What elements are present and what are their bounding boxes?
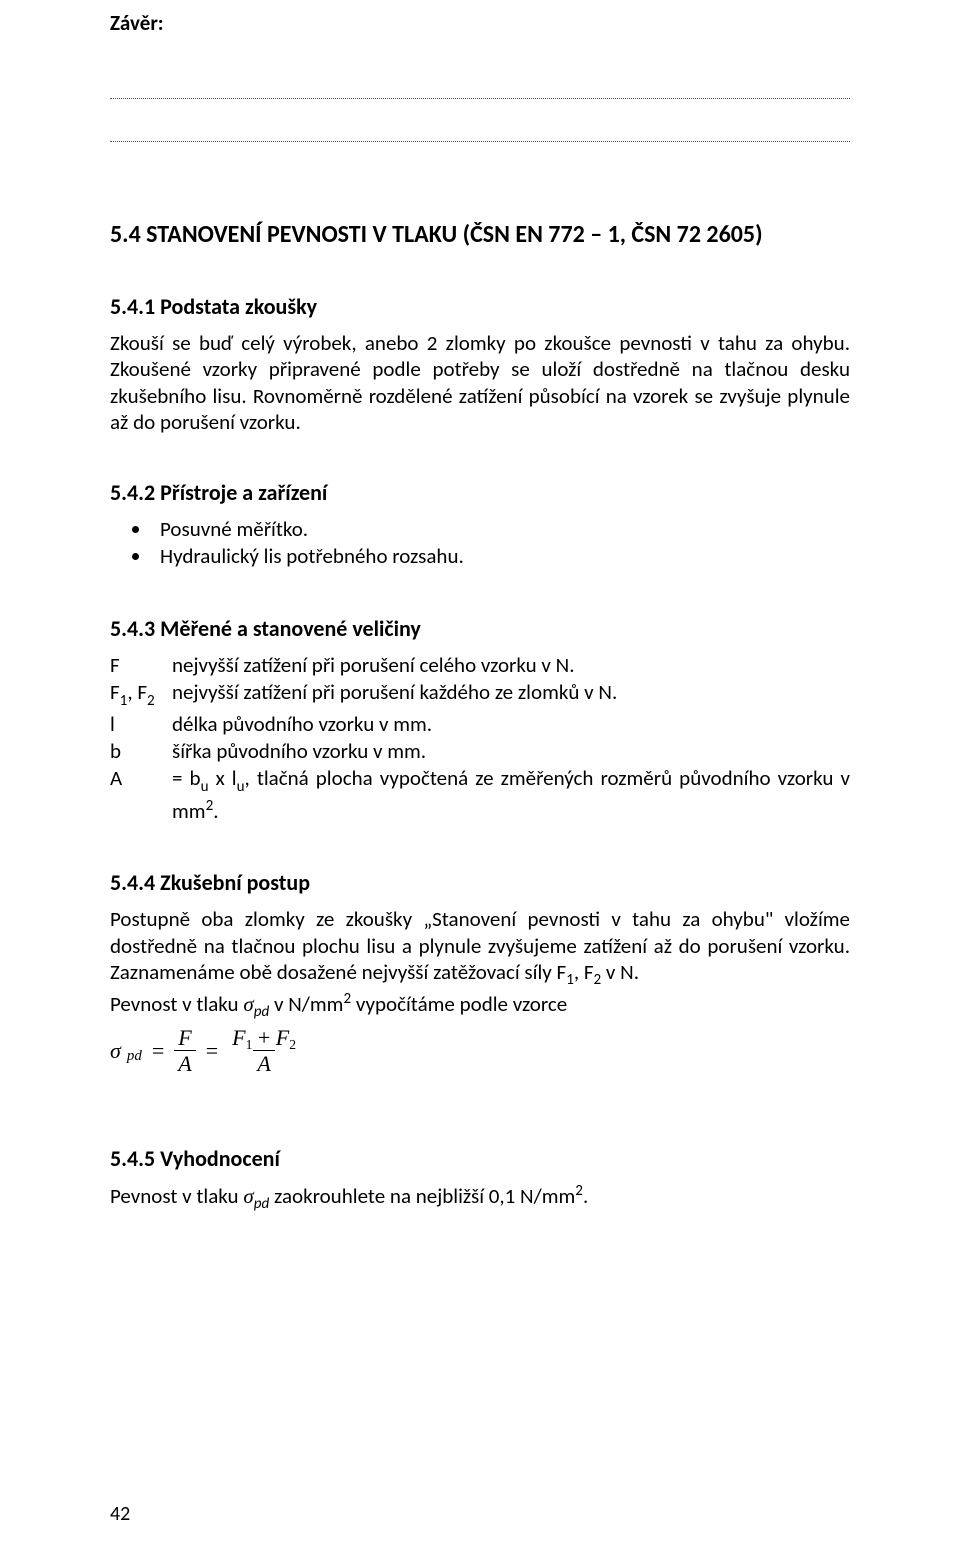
formula-eq: = [206,1038,218,1064]
def-desc: délka původního vzorku v mm. [172,711,850,738]
formula-sigma: σ [110,1038,121,1064]
def-sym-b: b [110,738,172,765]
formula-eq: = [152,1038,164,1064]
body-5-4-4-p2: Pevnost v tlaku σpd v N/mm2 vypočítáme p… [110,990,850,1022]
dotted-line-1 [110,98,850,99]
formula-sigma-pd: σpd = F A = F1 + F2 A [110,1026,850,1075]
def-desc: = bu x lu, tlačná plocha vypočtená ze zm… [172,765,850,825]
def-desc: nejvyšší zatížení při porušení každého z… [172,679,850,711]
dotted-line-2 [110,141,850,142]
heading-5-4-2: 5.4.2 Přístroje a zařízení [110,479,850,506]
heading-5-4-4: 5.4.4 Zkušební postup [110,869,850,896]
formula-frac-1: F A [174,1026,195,1075]
list-item: Hydraulický lis potřebného rozsahu. [152,543,850,570]
def-sym-F: F [110,652,172,679]
def-row: A = bu x lu, tlačná plocha vypočtená ze … [110,765,850,825]
body-5-4-1: Zkouší se buď celý výrobek, anebo 2 zlom… [110,330,850,435]
def-row: F nejvyšší zatížení při porušení celého … [110,652,850,679]
def-desc: šířka původního vzorku v mm. [172,738,850,765]
def-sym-F12: F1, F2 [110,679,172,711]
def-desc: nejvyšší zatížení při porušení celého vz… [172,652,850,679]
heading-5-4-1: 5.4.1 Podstata zkoušky [110,293,850,320]
list-item: Posuvné měřítko. [152,516,850,543]
heading-5-4: 5.4 STANOVENÍ PEVNOSTI V TLAKU (ČSN EN 7… [110,220,850,249]
body-5-4-4-p1: Postupně oba zlomky ze zkoušky „Stanoven… [110,906,850,990]
def-sym-A: A [110,765,172,825]
def-row: b šířka původního vzorku v mm. [110,738,850,765]
def-row: l délka původního vzorku v mm. [110,711,850,738]
def-sym-l: l [110,711,172,738]
heading-5-4-5: 5.4.5 Vyhodnocení [110,1145,850,1172]
definitions-5-4-3: F nejvyšší zatížení při porušení celého … [110,652,850,826]
list-5-4-2: Posuvné měřítko. Hydraulický lis potřebn… [110,516,850,571]
def-row: F1, F2 nejvyšší zatížení při porušení ka… [110,679,850,711]
zaver-label: Závěr: [110,10,850,36]
formula-frac-2: F1 + F2 A [228,1026,300,1075]
heading-5-4-3: 5.4.3 Měřené a stanovené veličiny [110,615,850,642]
page-number: 42 [110,1502,130,1526]
body-5-4-5: Pevnost v tlaku σpd zaokrouhlete na nejb… [110,1182,850,1214]
